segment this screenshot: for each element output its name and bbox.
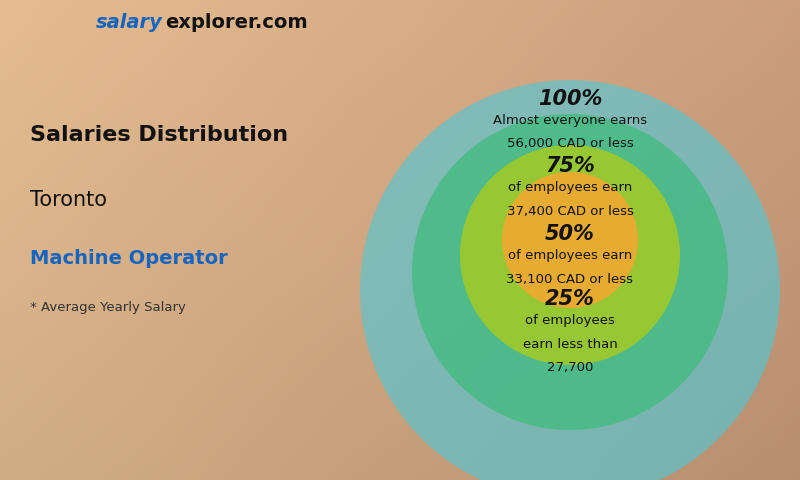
Text: 50%: 50%	[545, 224, 595, 244]
Text: Salaries Distribution: Salaries Distribution	[30, 125, 288, 145]
Text: 27,700: 27,700	[547, 361, 593, 374]
Text: of employees earn: of employees earn	[508, 181, 632, 194]
Text: * Average Yearly Salary: * Average Yearly Salary	[30, 301, 186, 314]
Text: 25%: 25%	[545, 289, 595, 309]
Text: Almost everyone earns: Almost everyone earns	[493, 114, 647, 127]
Text: 100%: 100%	[538, 89, 602, 109]
Text: 33,100 CAD or less: 33,100 CAD or less	[506, 273, 634, 286]
Text: earn less than: earn less than	[522, 337, 618, 350]
Text: 37,400 CAD or less: 37,400 CAD or less	[506, 204, 634, 217]
Circle shape	[460, 145, 680, 365]
Text: of employees earn: of employees earn	[508, 249, 632, 262]
Text: explorer.com: explorer.com	[165, 12, 308, 32]
Circle shape	[360, 80, 780, 480]
Circle shape	[502, 172, 638, 308]
Circle shape	[412, 114, 728, 430]
Text: Machine Operator: Machine Operator	[30, 249, 228, 267]
Text: 56,000 CAD or less: 56,000 CAD or less	[506, 137, 634, 151]
Text: salary: salary	[96, 12, 163, 32]
Text: Toronto: Toronto	[30, 190, 107, 210]
Text: 75%: 75%	[545, 156, 595, 176]
Text: of employees: of employees	[525, 314, 615, 327]
